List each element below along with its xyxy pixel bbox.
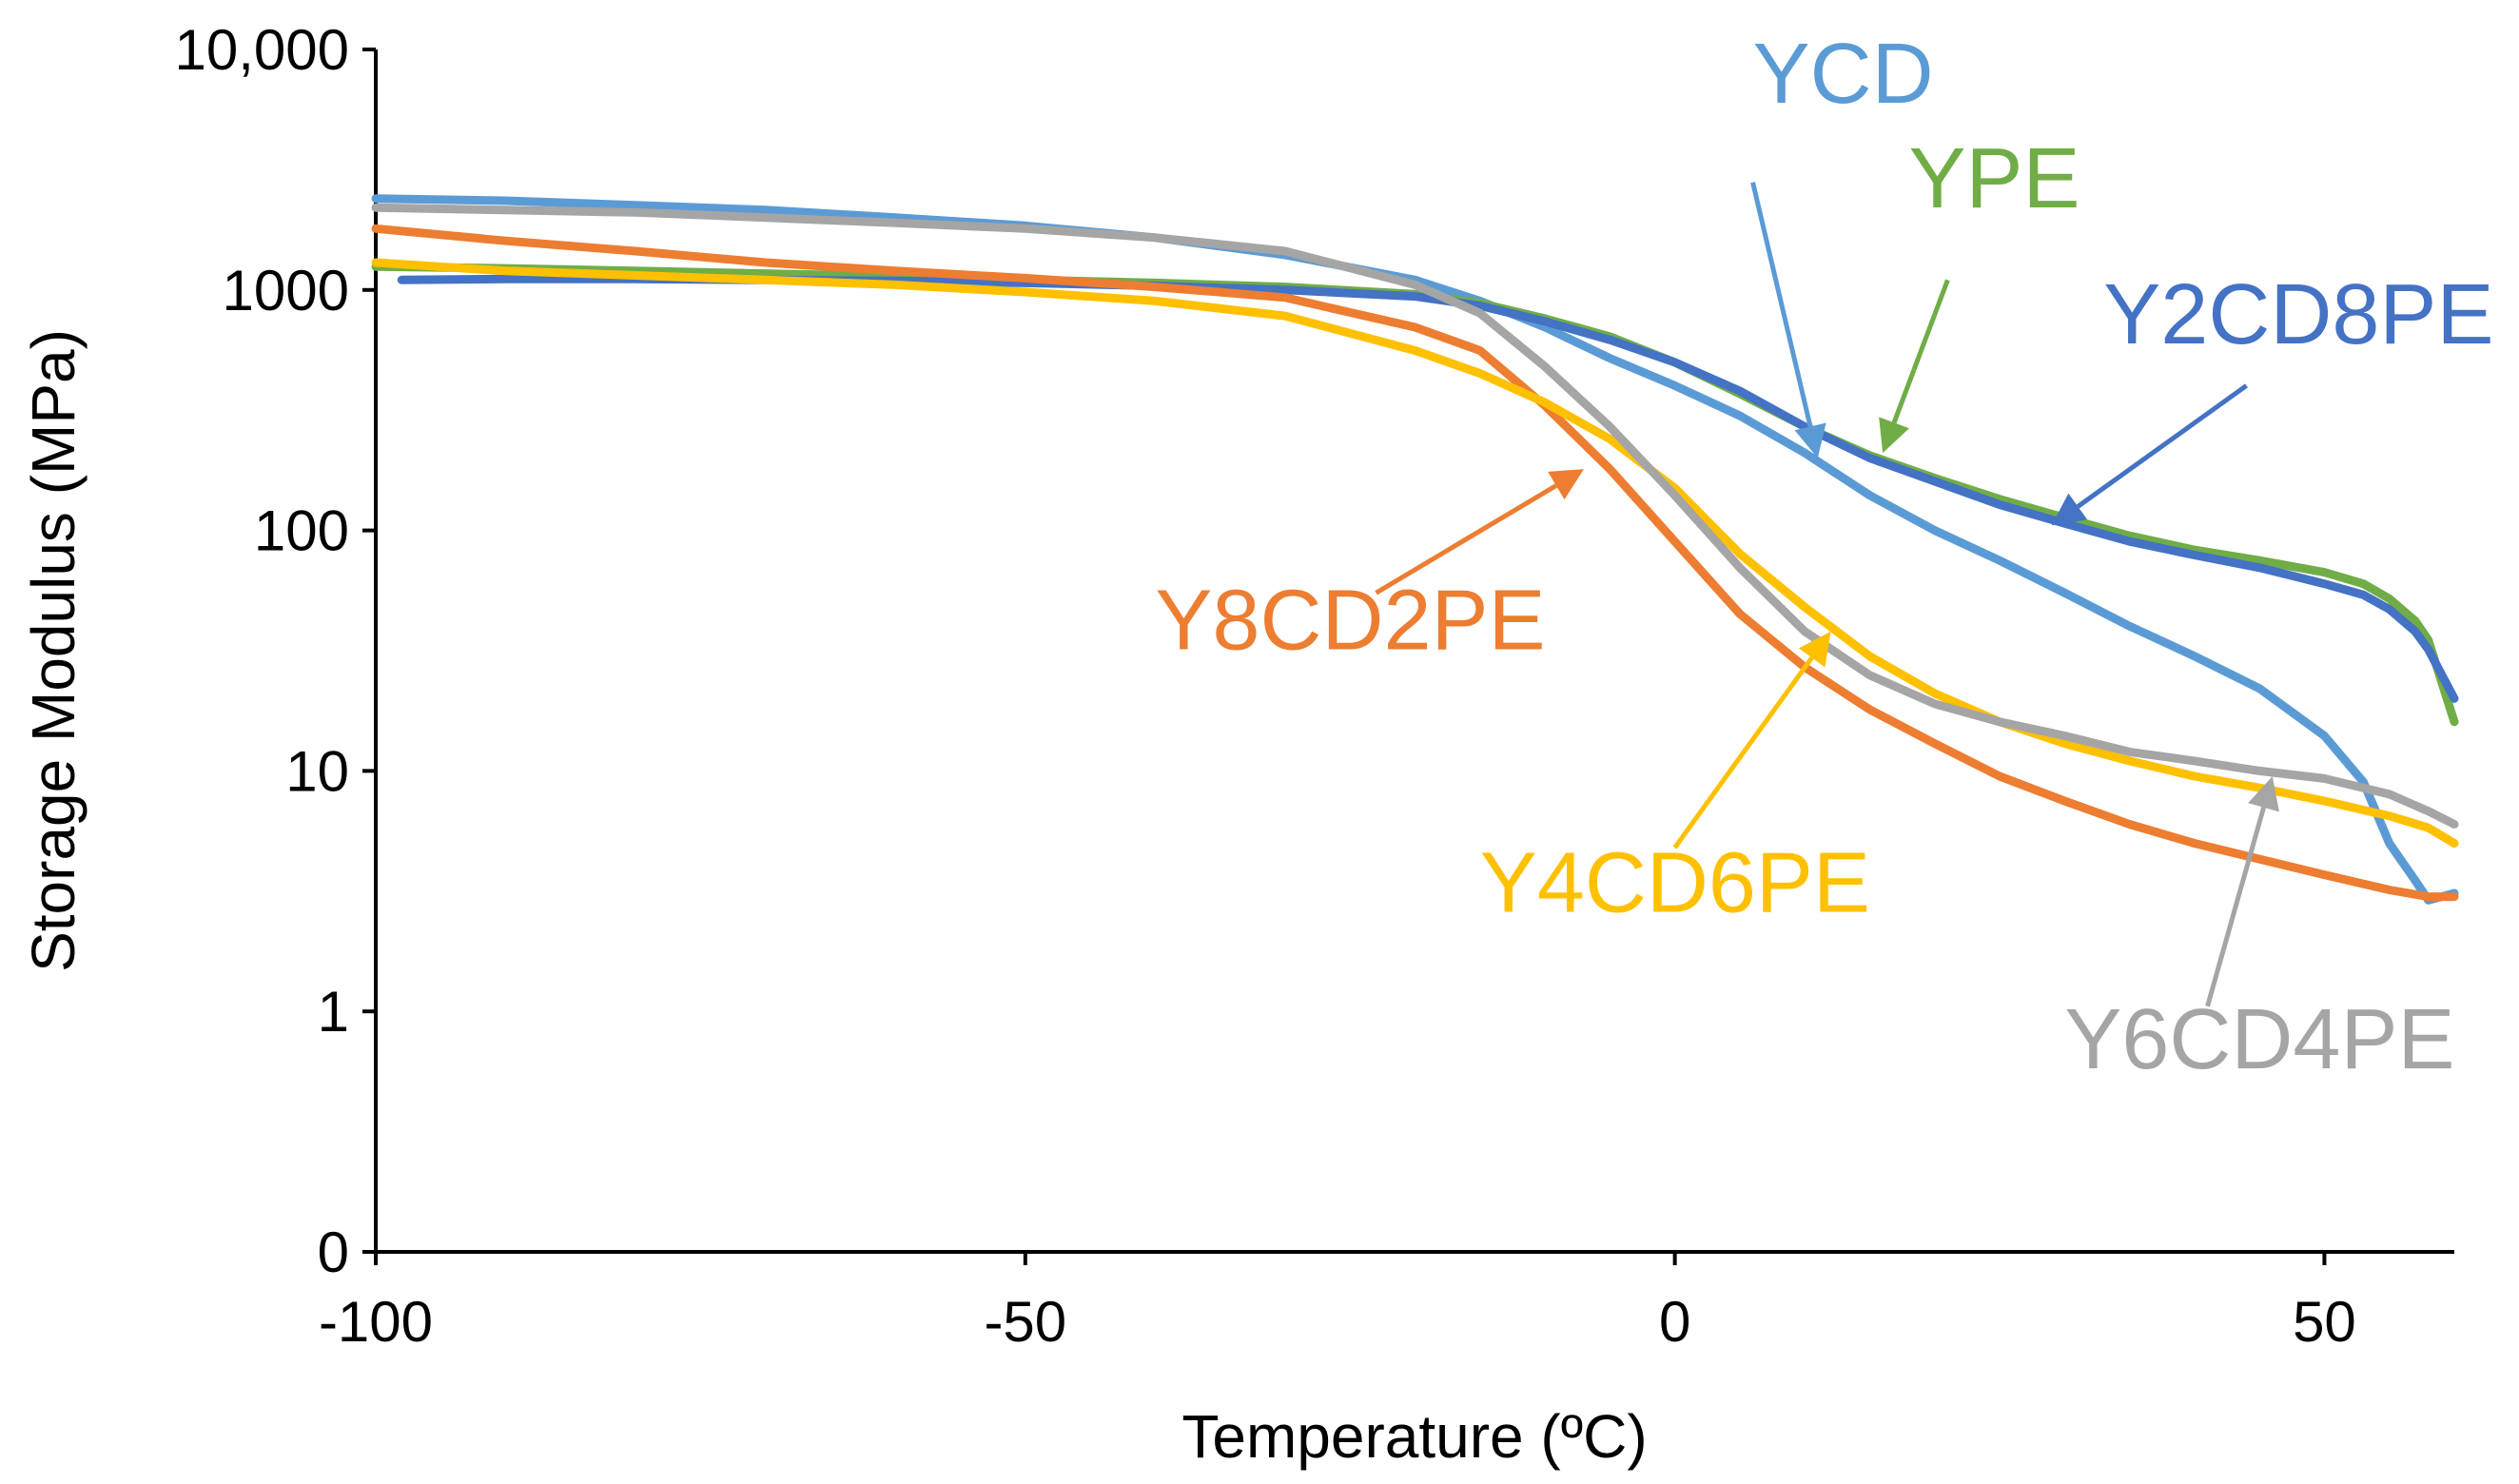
arrow-line-ype — [1891, 279, 1950, 424]
x-axis-title: Temperature (ºC) — [1181, 1402, 1647, 1471]
x-tick-label: 0 — [1659, 1290, 1690, 1354]
arrow-head-y6cd4pe — [2248, 776, 2279, 812]
arrow-head-y2cd8pe — [2051, 493, 2088, 526]
arrow-line-y6cd4pe — [2205, 807, 2266, 1007]
series-line-y4cd6pe — [371, 258, 2459, 848]
y-tick-label: 100 — [254, 499, 349, 563]
arrow-head-ype — [1879, 417, 1909, 454]
axes: 0 1 10 100 1000 10,000 -100 -50 0 50 — [174, 18, 2454, 1354]
y-tick-label: 1 — [318, 980, 349, 1044]
y-tick-label: 10 — [285, 739, 349, 803]
arrow-line-ycd — [1750, 182, 1813, 427]
x-tick-label: 50 — [2293, 1290, 2356, 1354]
series-layer — [371, 194, 2459, 905]
arrow-line-y8cd2pe — [1375, 483, 1558, 596]
arrow-head-ycd — [1794, 422, 1826, 459]
series-label-y2cd8pe: Y2CD8PE — [2103, 267, 2493, 362]
x-tick-label: -100 — [319, 1290, 433, 1354]
y-tick-label: 0 — [318, 1220, 349, 1284]
y-axis-title: Storage Modulus (MPa) — [19, 329, 88, 972]
series-label-y6cd4pe: Y6CD4PE — [2064, 992, 2454, 1087]
arrow-head-y8cd2pe — [1548, 469, 1585, 500]
series-label-ype: YPE — [1908, 131, 2080, 226]
x-ticks: -100 -50 0 50 — [319, 1252, 2356, 1354]
x-tick-label: -50 — [984, 1290, 1066, 1354]
y-ticks: 0 1 10 100 1000 10,000 — [174, 18, 376, 1284]
arrow-line-y2cd8pe — [2076, 383, 2248, 509]
series-label-y4cd6pe: Y4CD6PE — [1480, 835, 1870, 930]
series-label-ycd: YCD — [1753, 27, 1934, 122]
series-label-y8cd2pe: Y8CD2PE — [1155, 574, 1545, 669]
arrow-head-y4cd6pe — [1798, 631, 1831, 668]
y-tick-label: 10,000 — [174, 18, 349, 82]
series-line-y6cd4pe — [371, 203, 2459, 829]
arrow-line-y4cd6pe — [1672, 655, 1814, 849]
y-tick-label: 1000 — [223, 259, 349, 322]
series-line-y2cd8pe — [397, 274, 2459, 703]
